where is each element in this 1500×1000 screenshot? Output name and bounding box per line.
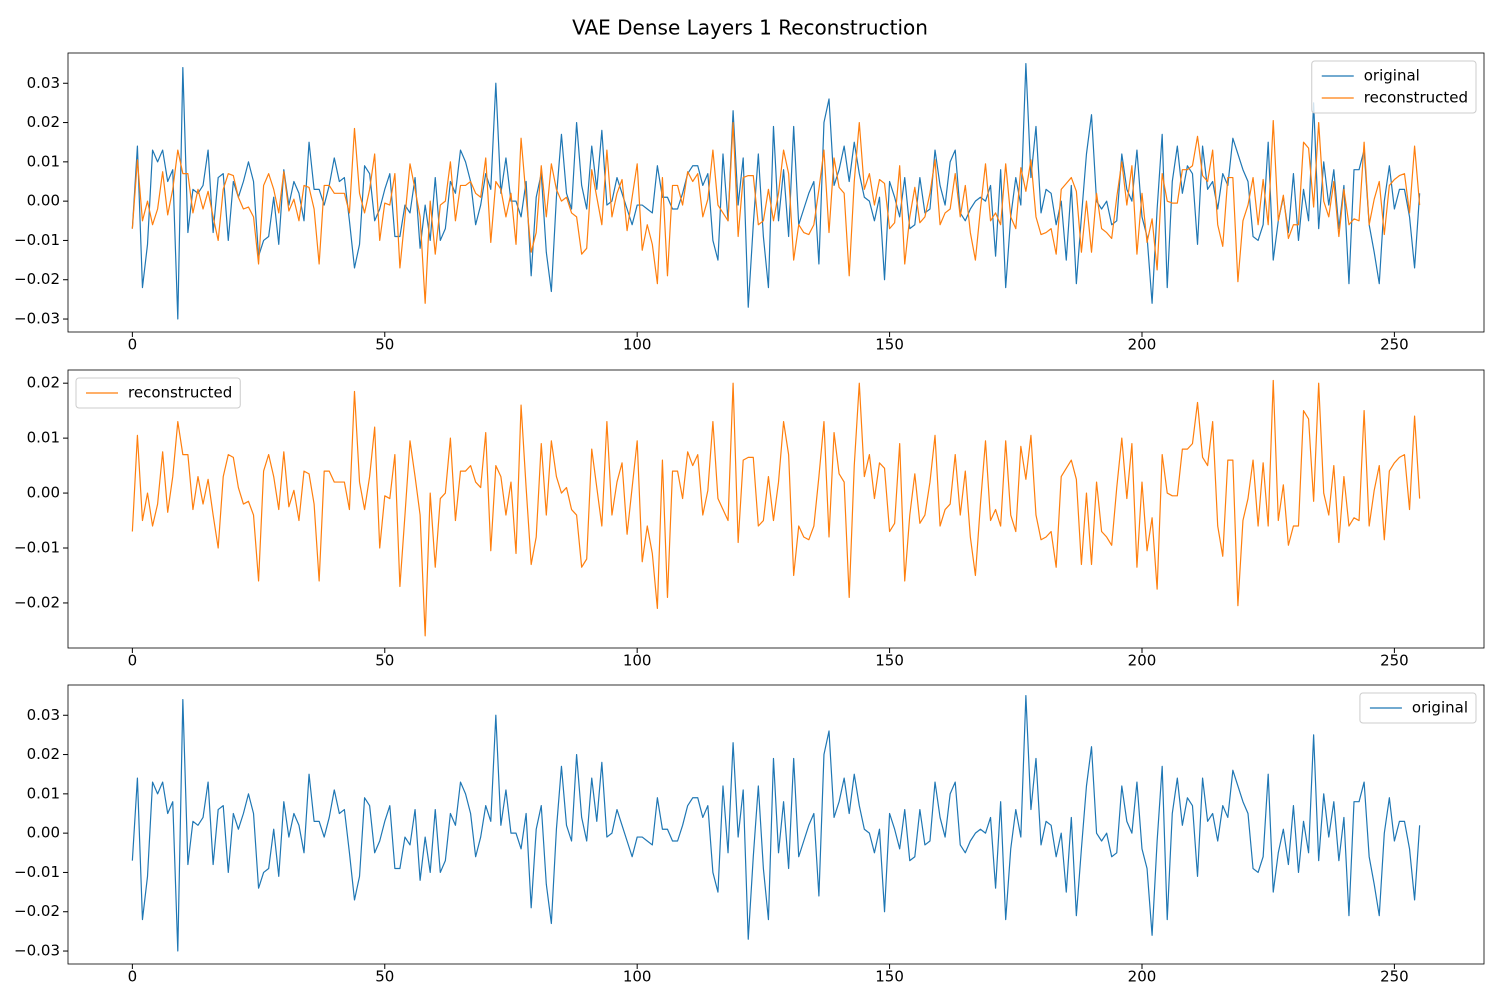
axes: 0 50 100 150 200 250 −0.03 −0.02 −0.01 0.00 0.01 0.…: [14, 52, 1485, 354]
legend: original reconstructed: [1311, 60, 1477, 114]
x-tick-label: 200: [1128, 652, 1157, 670]
y-tick-label: 0.00: [27, 484, 60, 502]
x-tick-label: 250: [1380, 336, 1409, 354]
y-tick-label: 0.03: [27, 706, 60, 724]
figure-title: VAE Dense Layers 1 Reconstruction: [572, 16, 928, 40]
axes-frame: [67, 684, 1485, 965]
y-tick-label: −0.01: [14, 539, 60, 557]
legend: original: [1359, 692, 1477, 724]
y-tick-label: 0.01: [27, 784, 60, 802]
x-tick-label: 250: [1380, 968, 1409, 986]
x-tick-label: 100: [623, 336, 652, 354]
x-tick-label: 0: [128, 968, 138, 986]
y-tick-label: 0.00: [27, 192, 60, 210]
y-tick-label: −0.02: [14, 902, 60, 920]
x-tick-label: 50: [375, 968, 394, 986]
x-tick-label: 50: [375, 652, 394, 670]
axes: 0 50 100 150 200 250 −0.03 −0.02 −0.01 0.00 0.01 0.…: [14, 684, 1485, 986]
x-tick-label: 100: [623, 652, 652, 670]
legend-frame: [1359, 692, 1477, 724]
y-tick-label: 0.03: [27, 74, 60, 92]
axes-background: [68, 370, 1484, 648]
y-tick-label: 0.01: [27, 429, 60, 447]
x-tick-label: 150: [875, 652, 904, 670]
axes-background: [68, 53, 1484, 332]
x-tick-label: 150: [875, 336, 904, 354]
y-tick-label: −0.03: [14, 310, 60, 328]
x-tick-label: 200: [1128, 968, 1157, 986]
y-tick-label: −0.02: [14, 270, 60, 288]
x-tick-label: 0: [128, 652, 138, 670]
y-tick-label: 0.02: [27, 113, 60, 131]
axes-frame: [67, 369, 1485, 649]
y-tick-label: −0.02: [14, 593, 60, 611]
series-line: [131, 63, 1421, 320]
y-tick-label: 0.00: [27, 824, 60, 842]
x-tick-label: 50: [375, 336, 394, 354]
axes-background: [68, 685, 1484, 964]
x-tick-label: 200: [1128, 336, 1157, 354]
series-line: [131, 119, 1421, 304]
legend-label: original: [1412, 699, 1468, 717]
legend-frame: [75, 377, 241, 409]
y-tick-label: 0.01: [27, 152, 60, 170]
legend-label: reconstructed: [128, 384, 232, 402]
y-tick-label: −0.01: [14, 231, 60, 249]
legend: reconstructed: [75, 377, 241, 409]
y-tick-label: 0.02: [27, 745, 60, 763]
x-tick-label: 150: [875, 968, 904, 986]
legend-label: original: [1364, 67, 1420, 85]
x-tick-label: 250: [1380, 652, 1409, 670]
x-tick-label: 0: [128, 336, 138, 354]
axes: 0 50 100 150 200 250 −0.02 −0.01 0.00 0.01 0.02: [14, 369, 1485, 670]
legend-frame: [1311, 60, 1477, 114]
series-line: [131, 379, 1421, 637]
y-tick-label: −0.01: [14, 863, 60, 881]
axes-frame: [67, 52, 1485, 333]
y-tick-label: 0.02: [27, 374, 60, 392]
series-line: [131, 695, 1421, 952]
y-tick-label: −0.03: [14, 942, 60, 960]
x-tick-label: 100: [623, 968, 652, 986]
legend-label: reconstructed: [1364, 89, 1468, 107]
